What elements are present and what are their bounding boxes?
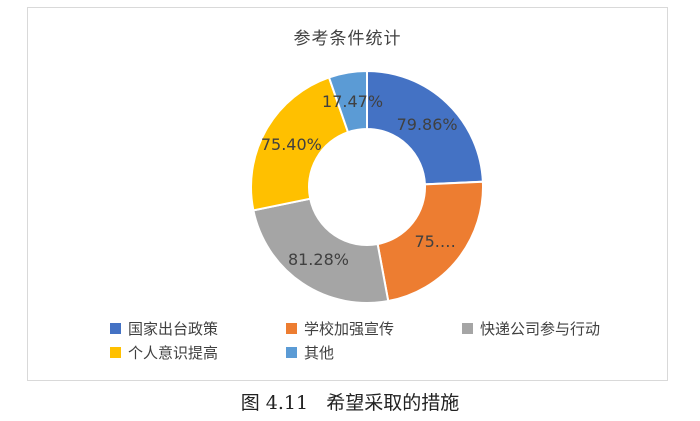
legend-swatch: [286, 323, 297, 334]
data-label-school-promotion: 75.…: [414, 232, 455, 251]
data-label-national-policy: 79.86%: [397, 115, 458, 134]
legend-swatch: [462, 323, 473, 334]
legend-item-school-promotion: 学校加强宣传: [286, 318, 394, 339]
legend-swatch: [286, 347, 297, 358]
slice-personal-awareness: [250, 76, 350, 212]
data-label-personal-awareness: 75.40%: [261, 135, 322, 154]
legend-swatch: [110, 323, 121, 334]
legend-label: 国家出台政策: [128, 320, 219, 338]
chart-title: 参考条件统计: [293, 29, 402, 49]
legend-label: 其他: [304, 344, 335, 362]
legend-swatch: [110, 347, 121, 358]
data-labels: 79.86% 75.… 81.28% 75.40% 17.47%: [261, 92, 458, 269]
slice-school-promotion: [376, 180, 484, 303]
legend-item-personal-awareness: 个人意识提高: [110, 342, 218, 363]
legend-label: 个人意识提高: [128, 344, 219, 362]
figure-caption: 图 4.11 希望采取的措施: [0, 388, 700, 415]
slice-other: [327, 69, 368, 134]
legend-item-national-policy: 国家出台政策: [110, 318, 218, 339]
caption-figure-number: 图 4.11: [240, 392, 309, 414]
slice-courier-companies: [252, 197, 390, 304]
legend-item-other: 其他: [286, 342, 334, 363]
donut-chart: 79.86% 75.… 81.28% 75.40% 17.47%: [250, 69, 484, 304]
caption-text: 希望采取的措施: [326, 392, 460, 414]
legend-item-courier-companies: 快递公司参与行动: [462, 318, 600, 339]
data-label-courier-companies: 81.28%: [288, 250, 349, 269]
legend-label: 学校加强宣传: [304, 320, 395, 338]
slice-national-policy: [366, 69, 484, 186]
donut-slices: [250, 69, 484, 304]
chart-frame: 参考条件统计 79.86% 75.… 81.28% 75.40% 17.47% 国家出台…: [27, 7, 668, 381]
data-label-other: 17.47%: [322, 92, 383, 111]
legend-label: 快递公司参与行动: [480, 320, 601, 338]
